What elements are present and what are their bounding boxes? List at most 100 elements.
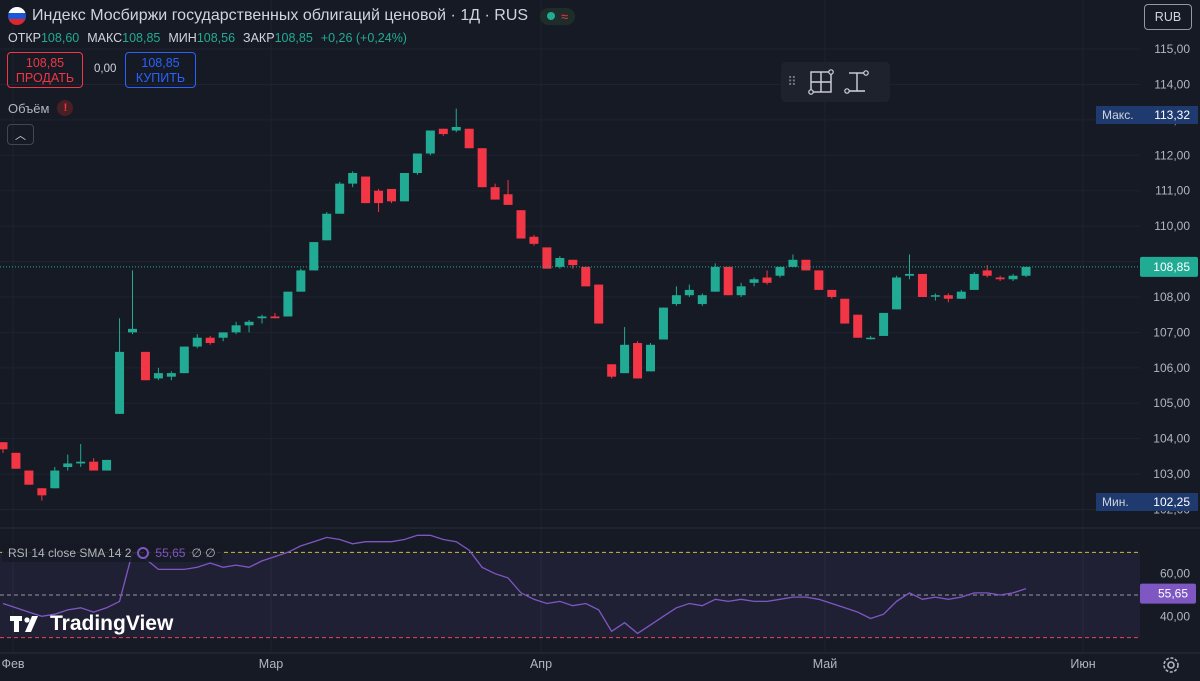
rsi-axis[interactable]: 40,00 60,00	[1160, 567, 1190, 624]
candle-body	[620, 344, 630, 374]
sell-label: ПРОДАТЬ	[15, 71, 75, 85]
gear-icon[interactable]	[1160, 654, 1182, 676]
candle-body	[335, 183, 345, 214]
candle	[140, 351, 150, 381]
time-tick-label: Фев	[1, 657, 24, 671]
candle-body	[89, 461, 99, 471]
candle	[607, 364, 617, 379]
candle	[1021, 266, 1031, 278]
candle-body	[348, 173, 358, 184]
candle	[710, 263, 720, 292]
candle	[257, 314, 267, 324]
chevron-up-icon: ︿	[15, 129, 26, 142]
volume-legend[interactable]: Объём !	[8, 100, 74, 116]
warning-icon[interactable]: !	[57, 100, 74, 116]
candle	[801, 259, 811, 271]
candle-body	[179, 346, 189, 374]
candle	[309, 242, 319, 271]
candle-body	[671, 295, 681, 305]
candle-body	[76, 461, 86, 464]
sell-price: 108,85	[25, 56, 65, 70]
candle	[374, 188, 384, 212]
price-markers: Макс. 113,32 Мин. 102,25 108,85 55,65	[0, 106, 1198, 604]
rsi-extra: ∅ ∅	[191, 546, 216, 560]
candle-body	[892, 277, 902, 310]
sell-button[interactable]: 108,85 ПРОДАТЬ	[7, 52, 83, 88]
rsi-label: RSI 14 close SMA 14 2	[8, 546, 132, 560]
min-price-marker-label: Мин.	[1102, 495, 1129, 509]
candle-body	[866, 337, 876, 340]
rsi-legend[interactable]: RSI 14 close SMA 14 2 55,65 ∅ ∅	[2, 544, 222, 562]
candle-body	[63, 463, 73, 467]
spread-value: 0,00	[94, 63, 117, 75]
candle-body	[930, 295, 940, 297]
candle-body	[736, 286, 746, 296]
candle	[231, 321, 241, 335]
price-tick-label: 106,00	[1153, 361, 1190, 375]
measure-tool-button[interactable]	[803, 66, 839, 98]
candle	[943, 293, 953, 303]
candle-body	[166, 373, 176, 377]
candle	[244, 320, 254, 333]
candle	[322, 211, 332, 241]
candle-body	[387, 188, 396, 202]
last-price-bg	[1140, 256, 1198, 277]
symbol-title[interactable]: Индекс Мосбиржи государственных облигаци…	[32, 7, 529, 24]
candle-body	[115, 351, 125, 414]
candle-body	[840, 298, 850, 324]
drag-handle-icon[interactable]: ⠿	[787, 74, 797, 89]
collapse-legend-button[interactable]: ︿	[7, 124, 34, 145]
candle	[166, 371, 176, 381]
high-label: МАКС	[87, 31, 123, 45]
price-tick-label: 103,00	[1153, 467, 1190, 481]
candle	[503, 180, 513, 205]
price-tick-label: 110,00	[1154, 219, 1190, 233]
candle-body	[140, 351, 150, 381]
market-status[interactable]: ≈	[540, 7, 576, 25]
candle	[477, 148, 487, 188]
candle	[102, 459, 112, 471]
candle	[218, 332, 228, 342]
max-price-marker-value: 113,32	[1154, 108, 1190, 122]
candle-body	[697, 295, 707, 305]
buy-button[interactable]: 108,85 КУПИТЬ	[125, 52, 196, 88]
candle-body	[594, 284, 604, 324]
rsi-last-bg	[1140, 583, 1196, 604]
candle	[0, 442, 8, 453]
candle-body	[102, 459, 112, 471]
time-axis[interactable]: Фев Мар Апр Май Июн	[1, 657, 1095, 671]
rsi-series	[2, 534, 1027, 635]
tradingview-logo[interactable]: TradingView	[10, 612, 173, 636]
candle-body	[1008, 275, 1018, 280]
currency-selector[interactable]: RUB	[1144, 4, 1192, 30]
data-delay-icon: ≈	[561, 8, 569, 24]
candle	[956, 289, 966, 299]
price-tick-label: 115,00	[1154, 42, 1190, 56]
candle	[270, 312, 280, 319]
candle	[814, 270, 824, 290]
candle-body	[982, 270, 992, 276]
drawing-toolbar: ⠿	[781, 62, 890, 102]
candle-body	[218, 332, 228, 338]
candle-body	[827, 289, 837, 297]
change-value: +0,26 (+0,24%)	[320, 31, 407, 45]
price-tick-label: 108,00	[1153, 290, 1190, 304]
candle	[179, 346, 189, 374]
candle-body	[568, 259, 578, 266]
candle-body	[762, 277, 772, 283]
candle-body	[646, 344, 655, 372]
buy-price: 108,85	[141, 56, 180, 70]
rsi-last-tag: 55,65	[1140, 583, 1196, 604]
candle	[762, 270, 772, 285]
price-range-tool-button[interactable]	[839, 66, 875, 98]
candle-body	[995, 277, 1005, 280]
candle-body	[412, 153, 422, 174]
candle	[879, 312, 889, 336]
max-price-marker-label: Макс.	[1102, 108, 1134, 122]
candle-body	[0, 442, 8, 450]
min-price-marker-value: 102,25	[1153, 495, 1190, 509]
russia-flag-icon	[8, 7, 26, 25]
candle	[542, 247, 552, 269]
candle	[775, 266, 785, 278]
